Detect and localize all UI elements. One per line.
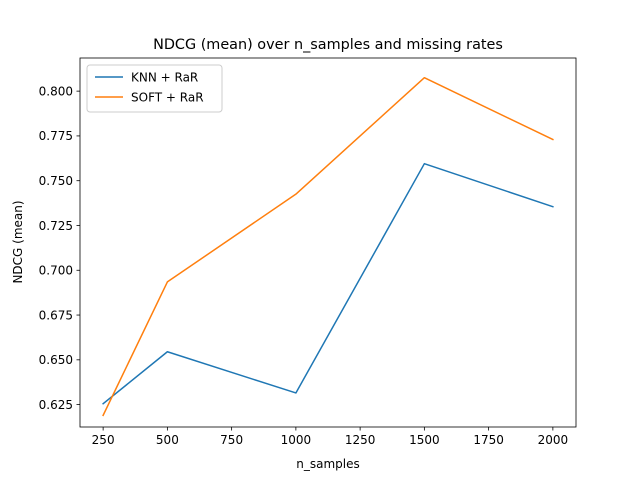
x-tick-label: 1750 xyxy=(473,433,504,447)
y-tick-label: 0.650 xyxy=(39,353,73,367)
x-tick-label: 1250 xyxy=(345,433,376,447)
x-axis-ticks: 250 500 750 1000 1250 1500 1750 2000 xyxy=(92,427,568,447)
x-tick-label: 2000 xyxy=(538,433,569,447)
x-tick-label: 250 xyxy=(92,433,115,447)
series-line-1 xyxy=(102,76,554,417)
plot-lines xyxy=(102,76,554,417)
y-tick-label: 0.625 xyxy=(39,398,73,412)
x-tick-label: 1500 xyxy=(409,433,440,447)
y-axis-ticks: 0.625 0.650 0.675 0.700 0.725 0.750 0.775 0.800 xyxy=(39,84,80,412)
plot-frame xyxy=(79,57,577,428)
chart-title: NDCG (mean) over n_samples and missing r… xyxy=(153,37,503,53)
y-axis-label: NDCG (mean) xyxy=(11,200,25,283)
legend-label-1: SOFT + RaR xyxy=(131,90,204,104)
x-tick-label: 750 xyxy=(220,433,243,447)
x-axis-label: n_samples xyxy=(296,457,360,471)
y-tick-label: 0.800 xyxy=(39,84,73,98)
x-tick-label: 500 xyxy=(156,433,179,447)
legend-label-0: KNN + RaR xyxy=(131,70,198,84)
x-tick-label: 1000 xyxy=(281,433,312,447)
y-tick-label: 0.775 xyxy=(39,129,73,143)
y-tick-label: 0.750 xyxy=(39,174,73,188)
series-line-0 xyxy=(102,162,554,405)
y-tick-label: 0.725 xyxy=(39,219,73,233)
y-tick-label: 0.675 xyxy=(39,308,73,322)
y-tick-label: 0.700 xyxy=(39,264,73,278)
legend: KNN + RaR SOFT + RaR xyxy=(86,64,223,113)
